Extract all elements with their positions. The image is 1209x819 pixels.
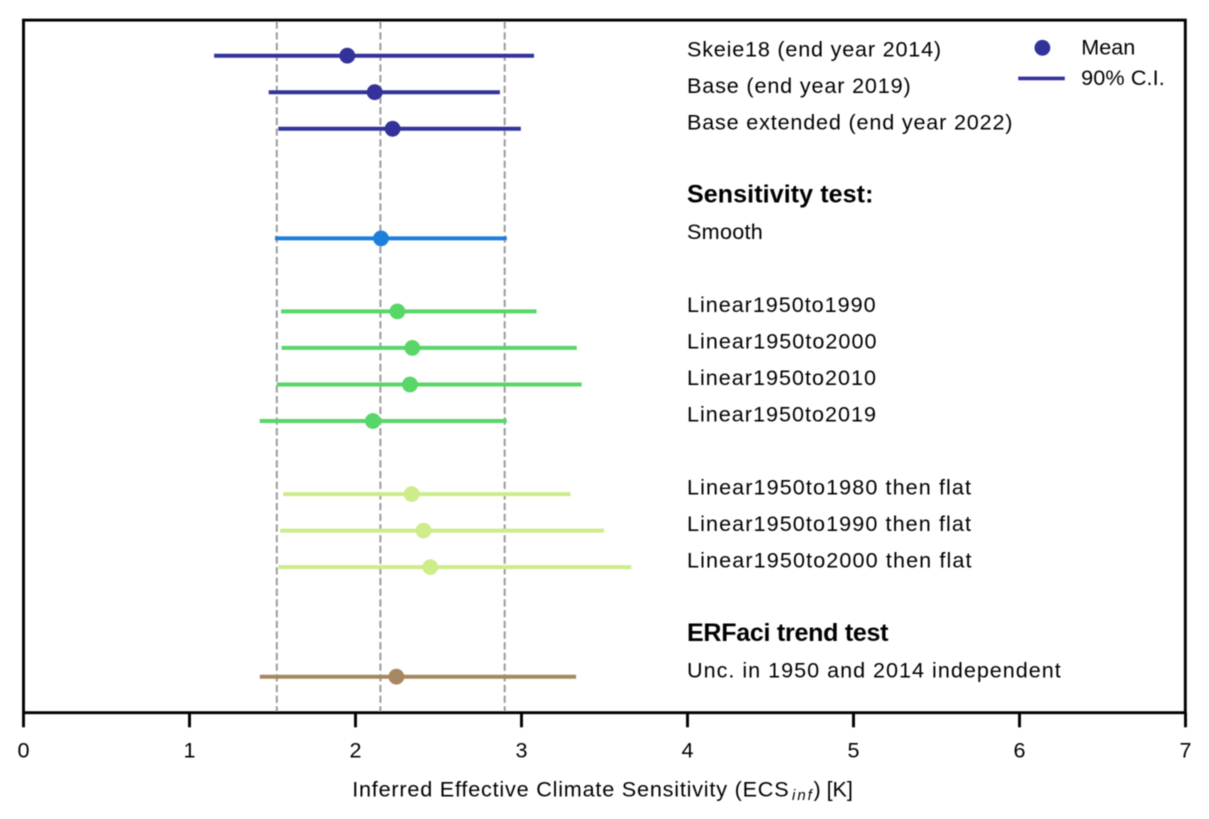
svg-text:7: 7 (1179, 738, 1191, 763)
svg-text:Smooth: Smooth (687, 219, 763, 244)
svg-text:Mean: Mean (1081, 35, 1135, 60)
svg-text:2: 2 (349, 738, 361, 763)
svg-text:Unc. in 1950 and 2014 independ: Unc. in 1950 and 2014 independent (687, 657, 1061, 682)
svg-text:3: 3 (515, 738, 527, 763)
svg-text:inf: inf (792, 787, 814, 804)
svg-text:5: 5 (847, 738, 859, 763)
svg-text:) [K]: ) [K] (814, 777, 853, 802)
svg-text:6: 6 (1013, 738, 1025, 763)
svg-text:Base (end year 2019): Base (end year 2019) (687, 73, 911, 98)
svg-text:Linear1950to1980 then flat: Linear1950to1980 then flat (687, 475, 971, 500)
svg-text:Linear1950to2000: Linear1950to2000 (687, 329, 877, 354)
svg-text:4: 4 (681, 738, 693, 763)
svg-text:Inferred Effective Climate Sen: Inferred Effective Climate Sensitivity (… (352, 777, 788, 802)
svg-text:Base extended (end year 2022): Base extended (end year 2022) (687, 109, 1013, 134)
svg-text:Linear1950to1990: Linear1950to1990 (687, 292, 876, 317)
svg-text:Sensitivity test:: Sensitivity test: (687, 180, 873, 208)
svg-text:Linear1950to1990 then flat: Linear1950to1990 then flat (687, 511, 971, 536)
svg-text:Linear1950to2000 then flat: Linear1950to2000 then flat (687, 548, 972, 573)
svg-text:90% C.I.: 90% C.I. (1081, 65, 1165, 90)
svg-text:Linear1950to2019: Linear1950to2019 (687, 402, 876, 427)
svg-text:Linear1950to2010: Linear1950to2010 (687, 365, 876, 390)
svg-text:0: 0 (17, 738, 29, 763)
svg-text:1: 1 (183, 738, 195, 763)
svg-text:Skeie18 (end year 2014): Skeie18 (end year 2014) (687, 36, 941, 61)
svg-text:ERFaci trend test: ERFaci trend test (687, 619, 889, 647)
